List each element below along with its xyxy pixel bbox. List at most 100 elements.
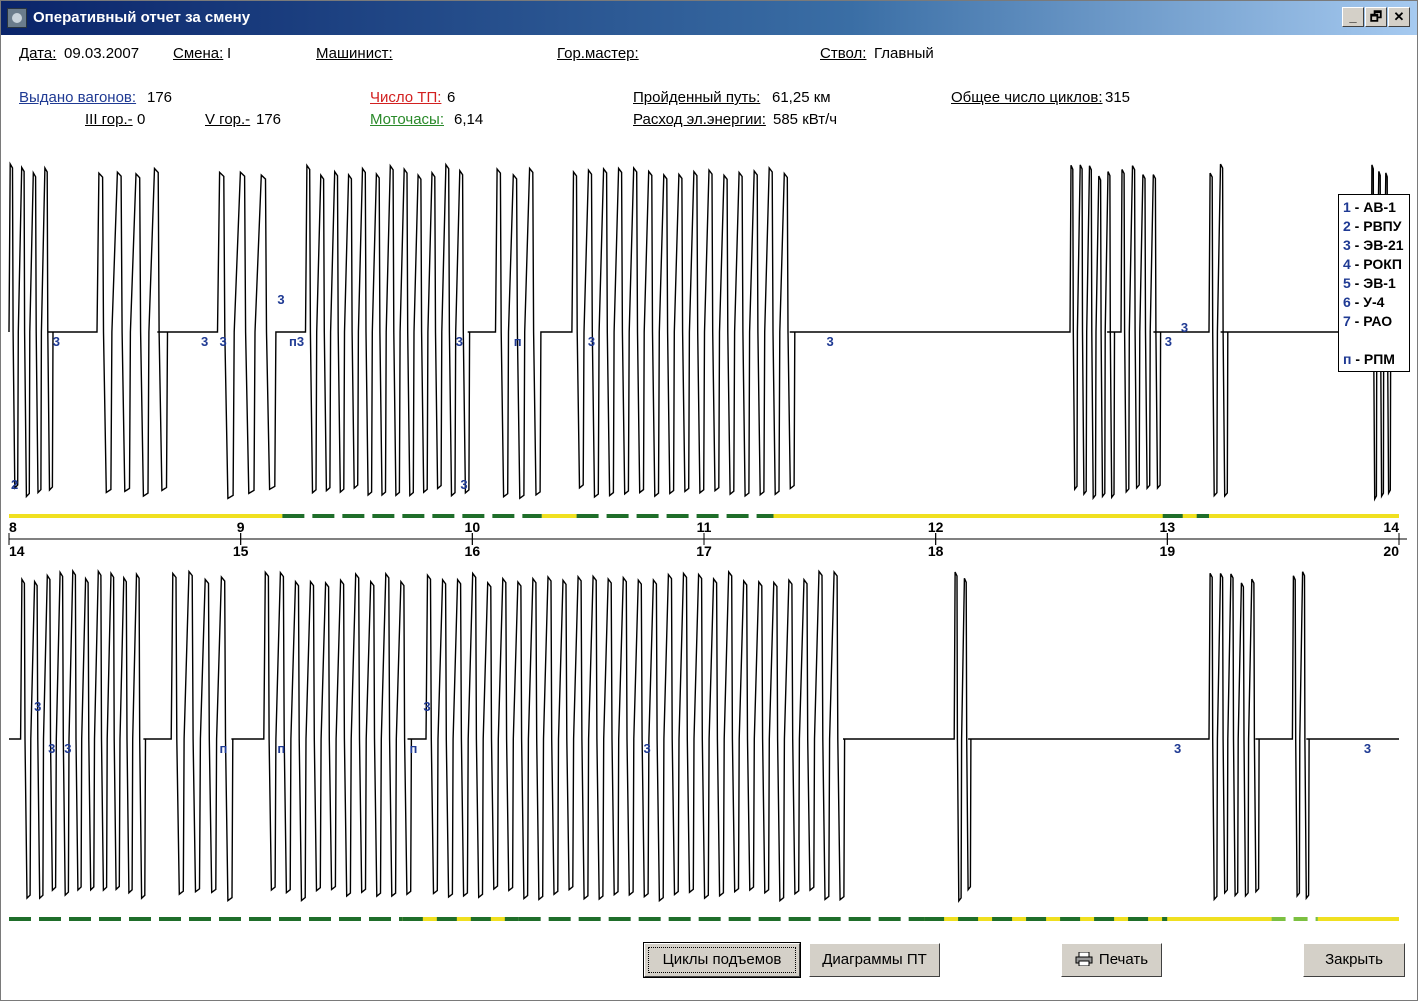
legend-item-text: - РВПУ [1350,218,1402,234]
signal-trace [8,161,1399,502]
event-label: 2 [11,477,18,492]
legend-item: п - РПМ [1343,351,1395,367]
wagons-value: 176 [147,89,173,106]
event-label: 3 [588,334,595,349]
print-button-label: Печать [1098,951,1149,968]
close-window-button[interactable]: ✕ [1388,7,1410,27]
horizon3-value: 0 [137,111,146,128]
event-label: 3 [826,334,833,349]
energy-label: Расход эл.энергии: [633,111,766,128]
legend-item: 6 - У-4 [1343,294,1384,310]
shift-label: Смена: [173,45,224,62]
minimize-button[interactable]: _ [1342,7,1364,27]
window-app-icon [7,8,27,28]
axis-tick-label: 14 [9,543,25,559]
path-value: 61,25 км [772,89,831,106]
restore-button[interactable]: 🗗 [1365,7,1387,27]
tp-label: Число ТП: [370,89,442,106]
axis-tick-label: 14 [1383,519,1399,535]
legend-item: 3 - ЭВ-21 [1343,237,1404,253]
legend-item-code: 5 [1343,275,1351,291]
legend-item-text: - РОКП [1350,256,1402,272]
motor-value: 6,14 [454,111,484,128]
legend-item-text: - РПМ [1351,351,1395,367]
axis-tick-label: 19 [1160,543,1176,559]
energy-value: 585 кВт/ч [773,111,838,128]
event-label: 3 [1181,320,1188,335]
axis-tick-label: 12 [928,519,944,535]
legend-item: 7 - РАО [1343,313,1392,329]
path-label: Пройденный путь: [633,89,761,106]
title-bar: Оперативный отчет за смену _ 🗗 ✕ [1,1,1417,35]
signal-trace [9,568,1399,903]
legend-item-code: 6 [1343,294,1351,310]
event-label: 3 [1174,741,1181,756]
axis-tick-label: 10 [465,519,481,535]
event-label: 3 [48,741,55,756]
legend-item: 2 - РВПУ [1343,218,1401,234]
printer-icon [1075,952,1093,966]
axis-tick-label: 18 [928,543,944,559]
axis-tick-label: 16 [465,543,481,559]
event-label: 3 [220,334,227,349]
event-label: 3 [643,741,650,756]
legend-item-code: 2 [1343,218,1351,234]
event-label: п [409,741,417,756]
cycles-value: 315 [1105,89,1131,106]
shift-value: I [227,45,232,62]
legend-item-code: 3 [1343,237,1351,253]
horizon5-label: V гор.- [205,111,251,128]
pt-diagrams-button[interactable]: Диаграммы ПТ [809,943,940,977]
legend-item-code: 4 [1343,256,1351,272]
event-label: 3 [423,699,430,714]
master-label: Гор.мастер: [557,45,639,62]
event-label: 3 [53,334,60,349]
window-title: Оперативный отчет за смену [33,9,251,26]
close-button[interactable]: Закрыть [1303,943,1405,977]
legend-item-code: 1 [1343,199,1351,215]
event-label: 3 [1165,334,1172,349]
shaft-value: Главный [874,45,934,62]
event-label: 3 [1364,741,1371,756]
legend-item-text: - АВ-1 [1350,199,1396,215]
event-label: 3 [456,334,463,349]
legend-item: 1 - АВ-1 [1343,199,1396,215]
shaft-label: Ствол: [820,45,867,62]
axis-tick-label: 13 [1160,519,1176,535]
legend-item-text: - РАО [1350,313,1393,329]
driver-label: Машинист: [316,45,393,62]
date-label: Дата: [19,45,57,62]
horizon5-value: 176 [256,111,282,128]
event-label: 3 [460,477,467,492]
print-button[interactable]: Печать [1061,943,1162,977]
event-label: п3 [289,334,304,349]
cycles-label: Общее число циклов: [951,89,1103,106]
date-value: 09.03.2007 [64,45,140,62]
event-label: 3 [201,334,208,349]
axis-tick-label: 8 [9,519,17,535]
event-label: 3 [64,741,71,756]
legend: 1 - АВ-1 2 - РВПУ 3 - ЭВ-21 4 - РОКП 5 - ЭВ-… [1338,194,1410,372]
axis-tick-label: 11 [697,519,712,535]
axis-tick-label: 17 [696,543,712,559]
legend-item: 5 - ЭВ-1 [1343,275,1396,291]
legend-item-text: - У-4 [1350,294,1385,310]
legend-item: 4 - РОКП [1343,256,1402,272]
event-label: п [277,741,285,756]
legend-item-text: - ЭВ-1 [1350,275,1396,291]
event-label: 3 [277,292,284,307]
hoist-cycles-button[interactable]: Циклы подъемов [644,943,800,977]
legend-item-code: 7 [1343,313,1351,329]
legend-item-text: - ЭВ-21 [1350,237,1404,253]
axis-tick-label: 20 [1383,543,1399,559]
event-label: п [514,334,522,349]
motor-label: Моточасы: [370,111,444,128]
horizon3-label: III гор.- [85,111,133,128]
event-label: 3 [34,699,41,714]
axis-tick-label: 15 [233,543,249,559]
event-label: п [220,741,228,756]
axis-tick-label: 9 [237,519,245,535]
wagons-label: Выдано вагонов: [19,89,137,106]
